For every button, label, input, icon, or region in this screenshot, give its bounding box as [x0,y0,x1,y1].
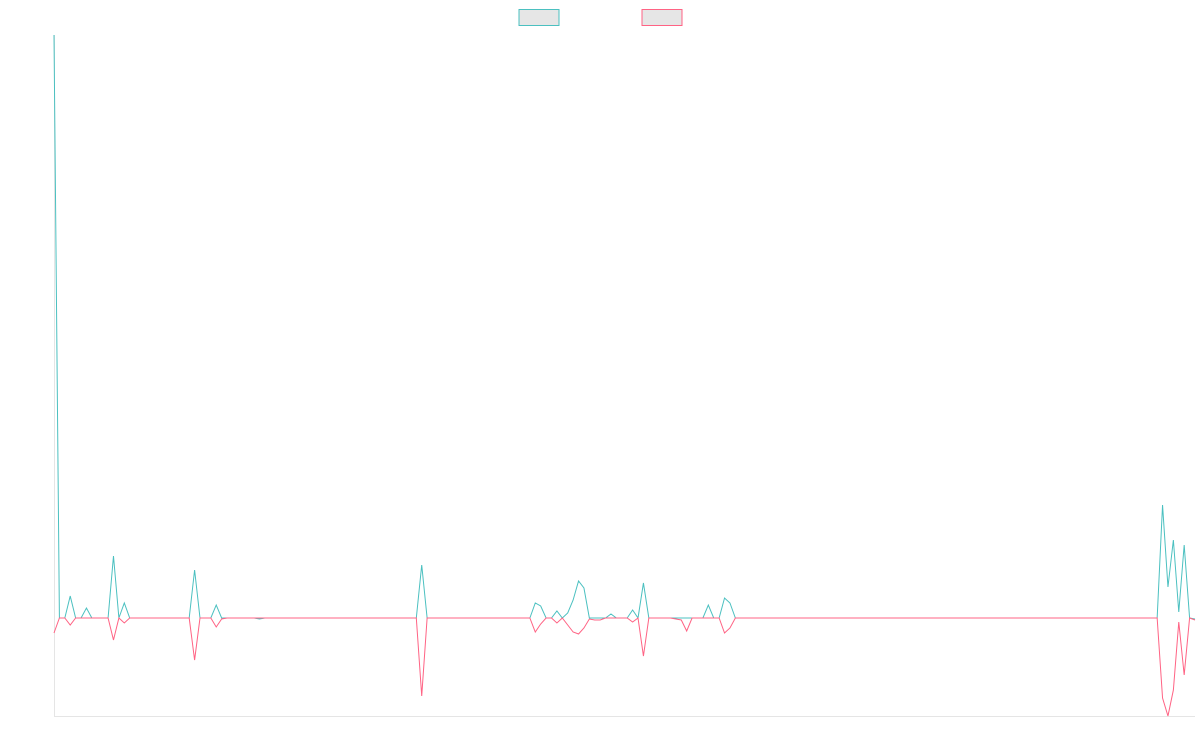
legend-swatch [641,9,683,26]
series-line [53,34,1196,620]
legend-swatch [518,9,560,26]
series-line [53,617,1196,717]
